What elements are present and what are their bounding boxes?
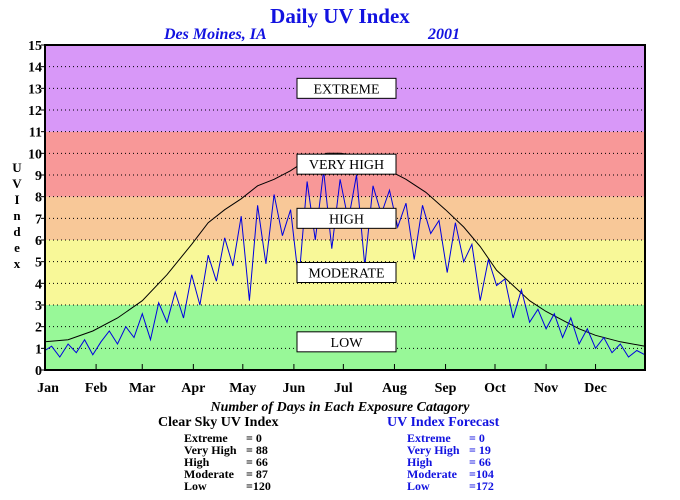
clear-sky-stat-value: = 66 xyxy=(246,455,268,469)
x-tick-label: Feb xyxy=(85,381,108,396)
band-label-extreme: EXTREME xyxy=(313,82,379,97)
y-tick-label: 13 xyxy=(28,82,42,97)
forecast-stat-row: High = 66 xyxy=(407,456,509,468)
band-label-box xyxy=(296,77,397,99)
band-label-box xyxy=(296,262,397,283)
forecast-stat-value: = 66 xyxy=(469,455,491,469)
forecast-heading: UV Index Forecast xyxy=(387,415,500,430)
forecast-stat-label: High xyxy=(407,455,433,469)
x-tick-label: Jun xyxy=(283,381,306,396)
y-axis-label-char: n xyxy=(13,208,21,223)
clear-sky-stat-row: High = 66 xyxy=(184,456,286,468)
forecast-stat-row: Low =172 xyxy=(407,480,509,492)
x-tick-label: Jul xyxy=(334,381,353,396)
x-tick-label: Dec xyxy=(584,381,607,396)
clear-sky-stat-value: =120 xyxy=(246,479,271,493)
y-tick-label: 1 xyxy=(35,342,42,357)
y-axis-label-char: V xyxy=(12,176,22,191)
y-tick-label: 9 xyxy=(35,169,42,184)
y-axis-label-char: d xyxy=(13,224,21,239)
clear-sky-stat-value: = 0 xyxy=(246,431,262,445)
exposure-subtitle: Number of Days in Each Exposure Catagory xyxy=(210,400,470,415)
forecast-stat-label: Low xyxy=(407,479,430,493)
y-tick-label: 12 xyxy=(28,104,42,119)
location-label: Des Moines, IA xyxy=(164,26,267,43)
forecast-stat-label: Moderate xyxy=(407,467,457,481)
clear-sky-stat-label: Extreme xyxy=(184,431,228,445)
y-tick-label: 2 xyxy=(35,321,42,336)
y-axis-label-char: x xyxy=(13,256,21,271)
clear-sky-heading: Clear Sky UV Index xyxy=(158,415,279,430)
y-axis-label-char: I xyxy=(14,192,20,207)
y-tick-label: 3 xyxy=(35,299,42,314)
clear-sky-stat-label: High xyxy=(184,455,210,469)
forecast-stat-value: =104 xyxy=(469,467,494,481)
forecast-stats: UV Index Forecast Extreme = 0 Very High = 1… xyxy=(387,415,509,492)
y-tick-label: 14 xyxy=(28,61,42,76)
y-tick-label: 7 xyxy=(35,212,42,227)
forecast-stat-row: Very High = 19 xyxy=(407,444,509,456)
y-tick-label: 8 xyxy=(35,191,42,206)
forecast-stat-value: =172 xyxy=(469,479,494,493)
clear-sky-stat-label: Low xyxy=(184,479,207,493)
forecast-stat-value: = 19 xyxy=(469,443,491,457)
clear-sky-stat-label: Moderate xyxy=(184,467,234,481)
y-tick-label: 4 xyxy=(35,277,42,292)
clear-sky-stat-row: Very High = 88 xyxy=(184,444,286,456)
y-tick-label: 10 xyxy=(28,147,42,162)
clear-sky-stat-row: Moderate = 87 xyxy=(184,468,286,480)
year-label: 2001 xyxy=(428,26,460,43)
band-label-high: HIGH xyxy=(329,212,364,227)
x-tick-label: Aug xyxy=(382,381,407,396)
y-tick-label: 11 xyxy=(29,126,42,141)
y-axis-label-char: e xyxy=(14,240,20,255)
clear-sky-stat-row: Extreme = 0 xyxy=(184,432,286,444)
band-label-box xyxy=(296,331,397,353)
clear-sky-stat-value: = 87 xyxy=(246,467,268,481)
chart-title: Daily UV Index xyxy=(270,4,410,28)
y-axis-label-char: U xyxy=(12,160,22,175)
forecast-stat-value: = 0 xyxy=(469,431,485,445)
clear-sky-stat-label: Very High xyxy=(184,443,237,457)
forecast-stat-row: Moderate =104 xyxy=(407,468,509,480)
band-label-low: LOW xyxy=(331,336,364,351)
y-tick-label: 5 xyxy=(35,256,42,271)
clear-sky-stat-value: = 88 xyxy=(246,443,268,457)
forecast-stat-label: Extreme xyxy=(407,431,451,445)
band-label-very_high: VERY HIGH xyxy=(309,158,384,173)
x-tick-label: May xyxy=(229,381,256,396)
band-label-moderate: MODERATE xyxy=(308,267,384,282)
x-tick-label: Apr xyxy=(181,381,205,396)
forecast-line xyxy=(44,170,646,358)
band-label-box xyxy=(296,153,397,175)
band-label-box xyxy=(296,207,397,229)
y-tick-label: 15 xyxy=(28,39,42,54)
clear-sky-stats: Clear Sky UV Index Extreme = 0 Very High = … xyxy=(158,415,286,492)
forecast-stat-label: Very High xyxy=(407,443,460,457)
y-tick-label: 6 xyxy=(35,234,42,249)
x-tick-label: Oct xyxy=(484,381,506,396)
y-tick-label: 0 xyxy=(35,364,42,379)
forecast-stat-row: Extreme = 0 xyxy=(407,432,509,444)
x-tick-label: Jan xyxy=(37,381,59,396)
x-tick-label: Mar xyxy=(129,381,155,396)
x-tick-label: Sep xyxy=(435,381,457,396)
plot-frame xyxy=(44,44,646,371)
clear-sky-stat-row: Low =120 xyxy=(184,480,286,492)
x-tick-label: Nov xyxy=(534,381,558,396)
